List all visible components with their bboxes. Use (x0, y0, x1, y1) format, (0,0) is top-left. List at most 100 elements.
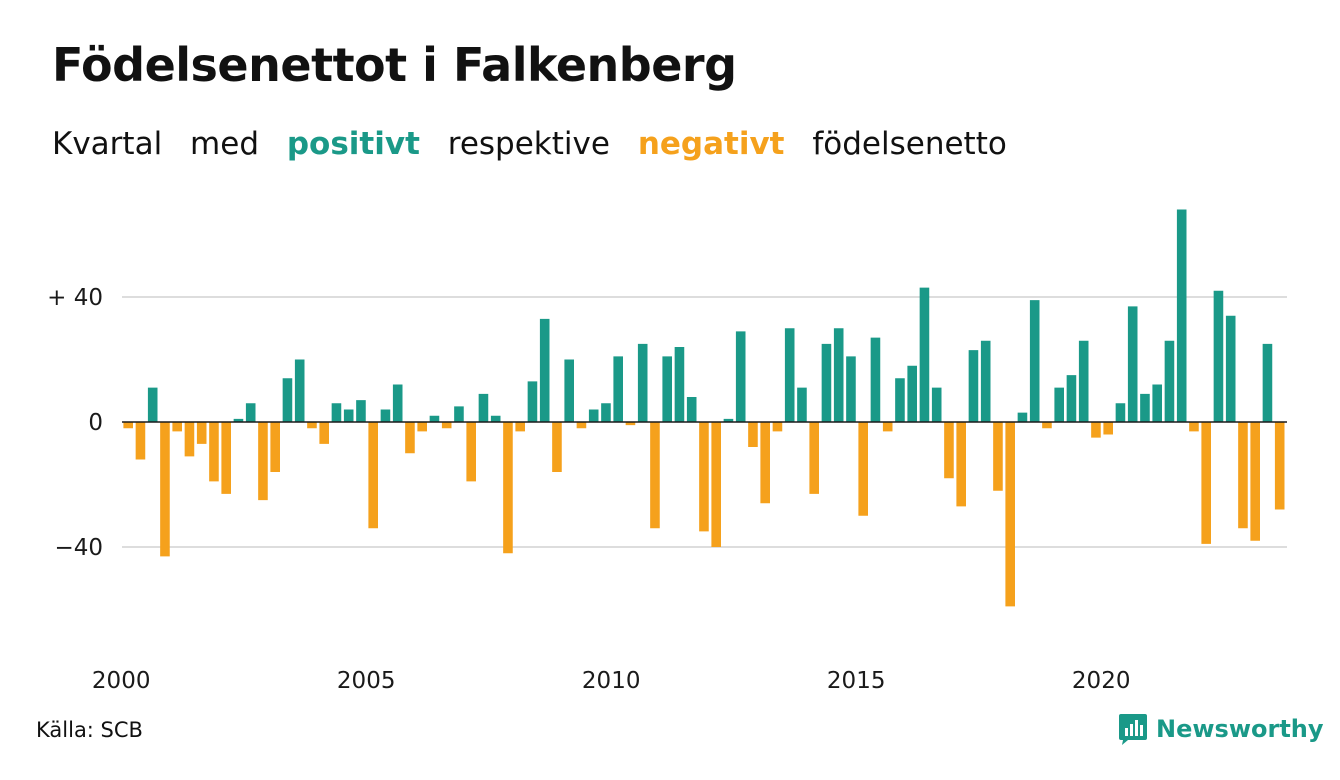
bar-negative (123, 422, 133, 429)
bars-layer (123, 209, 1285, 607)
bar-negative (956, 422, 966, 507)
x-tick-label: 2020 (1072, 668, 1131, 694)
bar-positive (392, 384, 403, 422)
subtitle-word-fodelsenetto: födelsenetto (812, 126, 1007, 162)
bar-negative (196, 422, 207, 444)
bar-negative (711, 422, 721, 547)
bar-negative (368, 422, 378, 529)
subtitle-word-respektive: respektive (447, 126, 610, 162)
grid-layer (122, 296, 1287, 548)
bar-positive (233, 418, 244, 423)
bar-negative (760, 422, 770, 504)
bar-negative (209, 422, 219, 482)
x-tick-label: 2015 (827, 668, 886, 694)
bar-negative (1201, 422, 1211, 544)
bar-positive (454, 406, 464, 423)
subtitle-positive-label: positivt (286, 126, 420, 162)
bar-negative (882, 422, 893, 432)
bar-positive (833, 328, 844, 422)
brand-logo: Newsworthy (1118, 712, 1324, 746)
bar-negative (319, 422, 329, 444)
bar-negative (772, 422, 783, 432)
chart-title: Födelsenettot i Falkenberg (52, 38, 737, 92)
bar-negative (1091, 422, 1101, 438)
bar-negative (1250, 422, 1260, 541)
bar-negative (441, 422, 452, 429)
bar-positive (147, 387, 158, 423)
bar-positive (282, 378, 293, 422)
bar-negative (466, 422, 476, 482)
x-tick-label: 2000 (92, 668, 151, 694)
bar-positive (1054, 387, 1064, 423)
bar-positive (539, 318, 550, 423)
bar-negative (1103, 422, 1113, 435)
bar-positive (1127, 306, 1138, 423)
bar-negative (172, 422, 182, 432)
bar-positive (478, 393, 489, 423)
bar-positive (907, 365, 917, 422)
bar-positive (245, 403, 256, 422)
bar-positive (735, 331, 746, 423)
y-tick-label: + 40 (47, 285, 103, 311)
bar-negative (160, 422, 170, 557)
bar-negative (515, 422, 525, 432)
bar-positive (613, 356, 623, 423)
bar-negative (1189, 422, 1199, 432)
bar-positive (1078, 340, 1089, 422)
bar-positive (1225, 315, 1236, 422)
bar-positive (931, 387, 942, 423)
bar-positive (1140, 393, 1150, 423)
bar-negative (1274, 422, 1285, 510)
bar-positive (919, 287, 930, 423)
bar-positive (637, 343, 648, 423)
bar-positive (356, 400, 366, 423)
y-tick-label: −40 (54, 535, 103, 561)
bar-negative (417, 422, 427, 432)
source-label: Källa: SCB (36, 718, 143, 742)
bar-positive (588, 409, 599, 422)
chart-subtitle: Kvartal med positivt respektive negativt… (52, 126, 1025, 162)
x-tick-labels: 2000 2005 2010 2015 2020 (92, 668, 1131, 694)
bar-negative (135, 422, 146, 460)
bar-negative (993, 422, 1003, 491)
bar-positive (797, 387, 807, 423)
bar-negative (221, 422, 231, 494)
bar-positive (895, 378, 905, 422)
bar-positive (1152, 384, 1162, 422)
bar-positive (331, 403, 342, 422)
bar-negative (858, 422, 868, 516)
bar-positive (1115, 403, 1126, 422)
bar-positive (429, 415, 440, 422)
bar-negative (944, 422, 954, 479)
bar-positive (870, 337, 881, 423)
bar-positive (1029, 300, 1040, 423)
bar-positive (1164, 340, 1175, 422)
y-tick-label: 0 (88, 410, 103, 436)
bar-positive (343, 409, 354, 422)
bar-negative (809, 422, 819, 494)
bar-positive (968, 350, 979, 423)
bar-positive (662, 356, 672, 423)
bar-positive (527, 381, 538, 423)
y-tick-labels: + 40 0 −40 (47, 285, 103, 561)
subtitle-word-kvartal: Kvartal (52, 126, 163, 162)
bar-positive (601, 403, 611, 422)
bar-negative (307, 422, 317, 429)
bar-positive (686, 397, 697, 422)
bar-positive (490, 415, 501, 422)
bar-negative (650, 422, 660, 529)
bar-negative (184, 422, 195, 457)
bar-positive (380, 409, 391, 422)
bar-negative (748, 422, 758, 447)
bar-positive (674, 347, 685, 422)
bar-negative (625, 422, 636, 426)
bar-negative (1238, 422, 1248, 529)
bar-positive (1176, 209, 1187, 422)
bar-positive (1017, 412, 1028, 423)
bar-negative (503, 422, 513, 554)
bar-negative (576, 422, 587, 429)
bar-positive (294, 359, 305, 422)
bar-positive (1262, 343, 1273, 423)
bar-negative (405, 422, 415, 454)
bar-positive (723, 418, 734, 423)
